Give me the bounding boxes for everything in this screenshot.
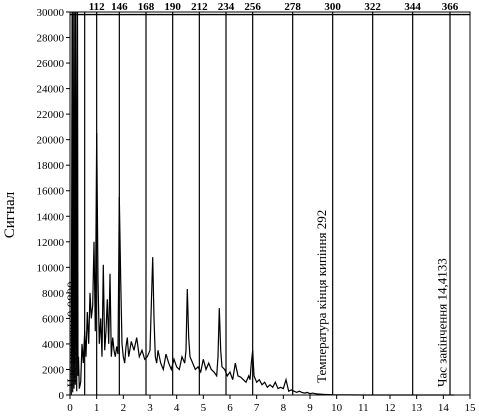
x-tick-label: 3 — [147, 402, 153, 414]
top-axis-label: 300 — [324, 1, 341, 13]
y-tick-label: 4000 — [42, 339, 65, 351]
top-axis-label: 146 — [111, 1, 128, 13]
y-tick-label: 30000 — [37, 7, 65, 19]
y-tick-label: 0 — [59, 390, 65, 402]
top-axis-label: 234 — [218, 1, 235, 13]
top-axis-label: 190 — [164, 1, 181, 13]
x-tick-label: 9 — [307, 402, 313, 414]
annotation-label: Час закінчення 14,4133 — [434, 258, 449, 387]
x-tick-label: 5 — [201, 402, 207, 414]
y-tick-label: 18000 — [37, 160, 65, 172]
x-tick-label: 0 — [67, 402, 73, 414]
y-tick-label: 12000 — [37, 237, 65, 249]
x-axis-ticks: 0 1 2 3 4 5 6 7 8 9 10 11 12 13 14 15 — [67, 395, 476, 414]
x-tick-label: 15 — [465, 402, 477, 414]
top-axis-ticks: 112 146 168 190 212 234 256 278 300 322 344 366 — [89, 1, 459, 13]
y-axis-label: Сигнал — [2, 191, 18, 238]
top-axis-label: 344 — [404, 1, 421, 13]
x-tick-label: 2 — [121, 402, 127, 414]
y-tick-label: 20000 — [37, 135, 65, 147]
y-tick-label: 22000 — [37, 109, 65, 121]
top-axis-label: 366 — [442, 1, 459, 13]
y-tick-label: 8000 — [42, 288, 65, 300]
x-tick-label: 12 — [385, 402, 396, 414]
y-tick-label: 14000 — [37, 211, 65, 223]
y-tick-label: 28000 — [37, 33, 65, 45]
top-axis-label: 112 — [89, 1, 105, 13]
x-tick-label: 13 — [411, 402, 423, 414]
chart-grid — [84, 12, 451, 395]
top-axis-label: 256 — [244, 1, 261, 13]
x-tick-label: 11 — [358, 402, 369, 414]
y-tick-label: 24000 — [37, 84, 65, 96]
top-axis-label: 322 — [364, 1, 381, 13]
y-axis-ticks: 0 2000 4000 6000 8000 10000 12000 14000 16000 180… — [37, 7, 70, 402]
x-tick-label: 1 — [94, 402, 100, 414]
signal-series-line — [70, 11, 455, 396]
x-tick-label: 8 — [281, 402, 287, 414]
x-tick-label: 14 — [438, 402, 450, 414]
top-axis-label: 278 — [284, 1, 301, 13]
chart-series — [70, 11, 455, 396]
y-tick-label: 26000 — [37, 58, 65, 70]
y-tick-label: 16000 — [37, 186, 65, 198]
x-tick-label: 6 — [227, 402, 233, 414]
top-axis-label: 212 — [191, 1, 208, 13]
y-tick-label: 6000 — [42, 313, 65, 325]
annotation-label: Час початку 0,0800 — [64, 281, 79, 387]
x-tick-label: 7 — [254, 402, 260, 414]
top-axis-label: 168 — [138, 1, 155, 13]
chart-annotations: Час початку 0,0800 Температура кінця кипі… — [64, 210, 449, 387]
y-tick-label: 10000 — [37, 262, 65, 274]
plot-frame — [69, 11, 471, 396]
chart-axes — [69, 11, 471, 396]
y-tick-label: 2000 — [42, 364, 65, 376]
annotation-label: Температура кінця кипіння 292 — [314, 210, 329, 383]
x-tick-label: 4 — [174, 402, 180, 414]
x-tick-label: 10 — [331, 402, 343, 414]
